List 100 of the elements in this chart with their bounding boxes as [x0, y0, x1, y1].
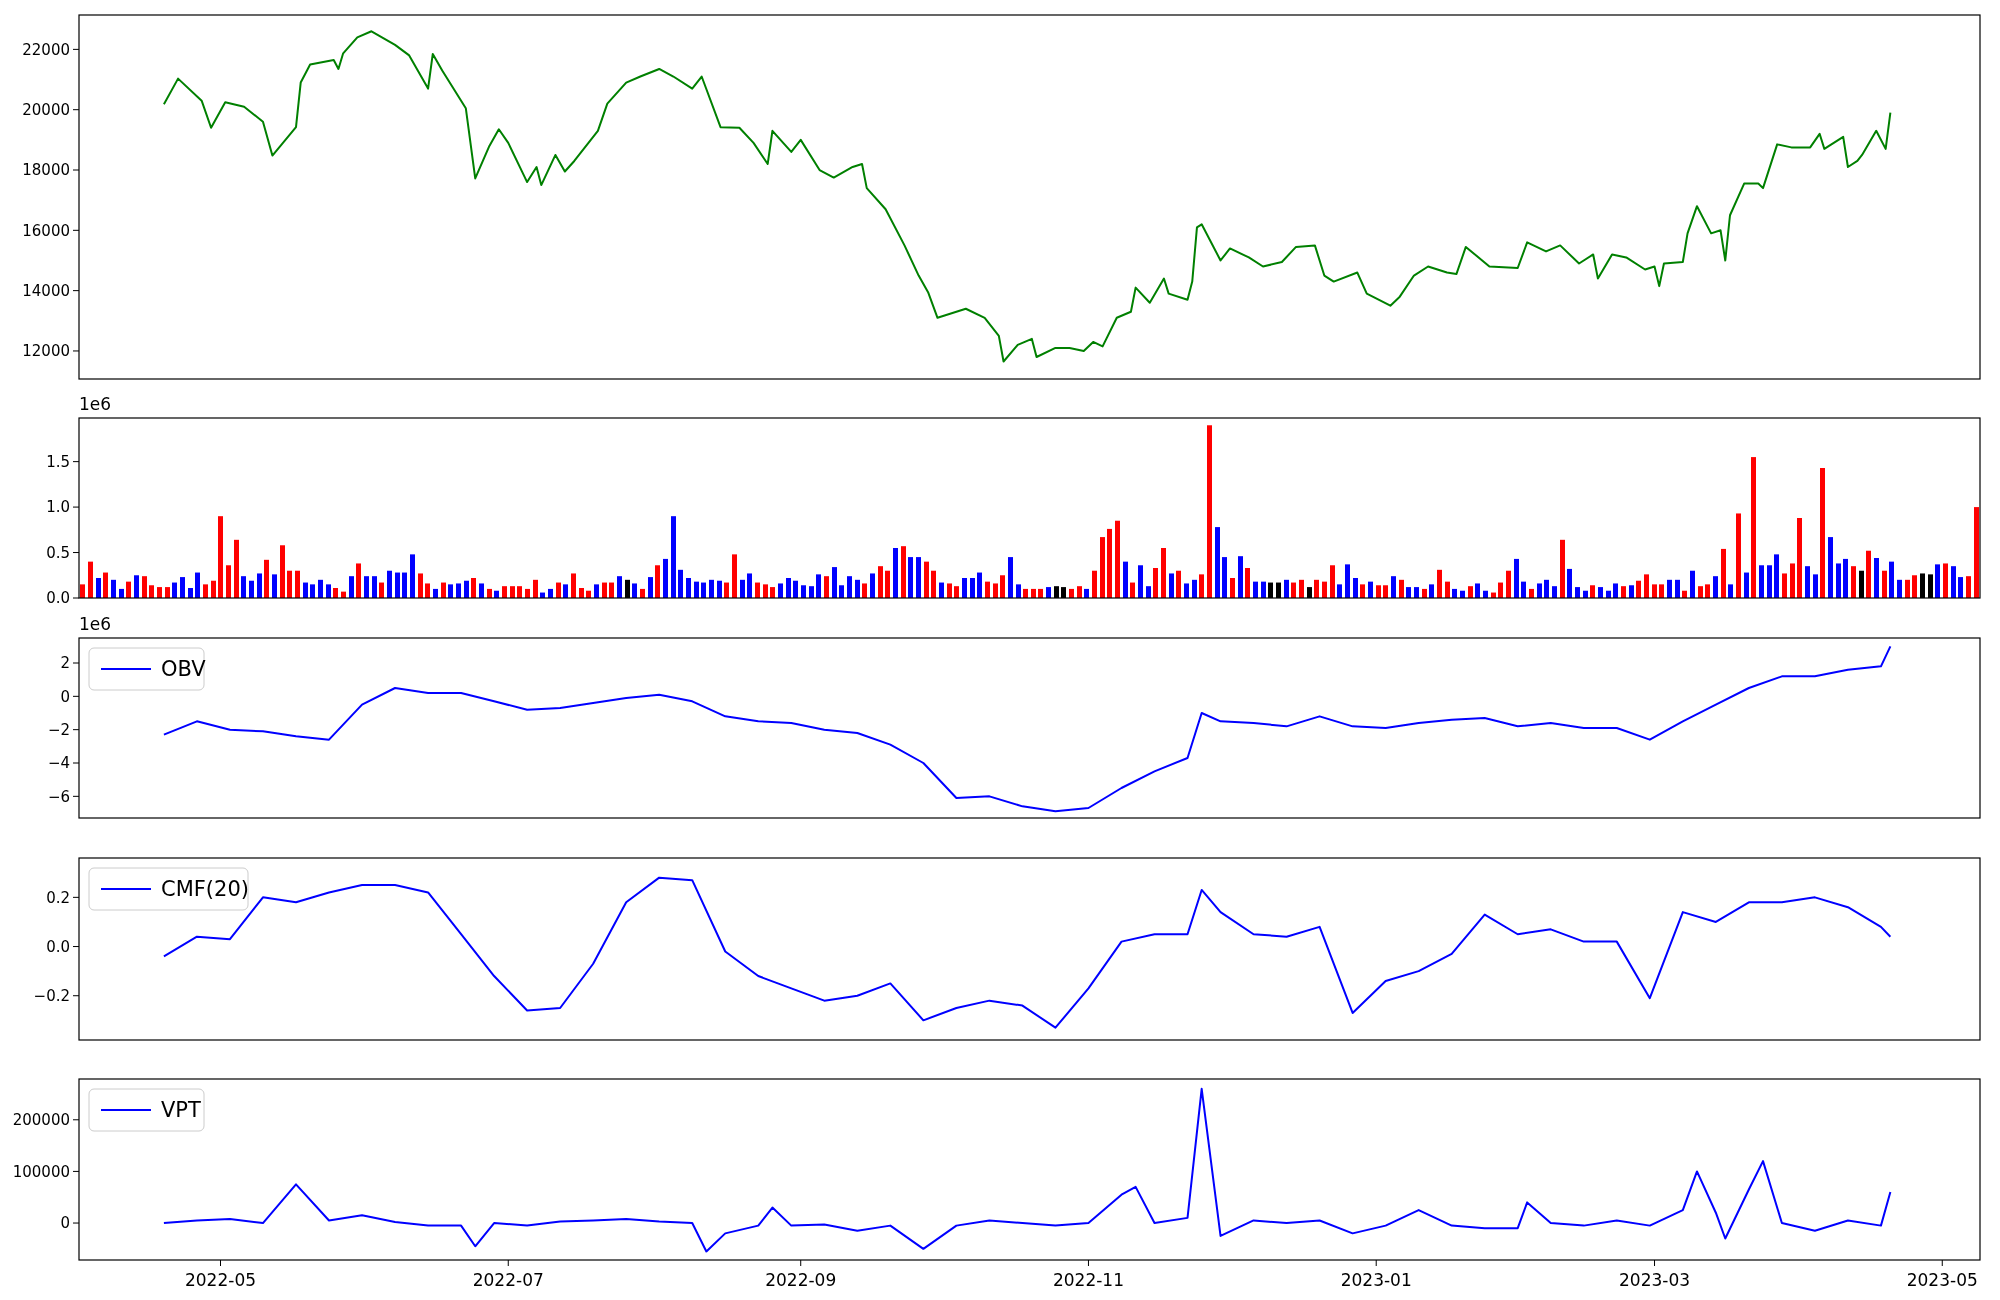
line-series: [162, 876, 1892, 1029]
bar: [1537, 583, 1542, 598]
bar: [993, 583, 998, 598]
bar: [1376, 585, 1381, 598]
bar: [1659, 584, 1664, 598]
bar: [701, 582, 706, 598]
bar: [1759, 565, 1764, 598]
bar: [1291, 582, 1296, 598]
bar: [1951, 566, 1956, 598]
bar: [1874, 558, 1879, 598]
bar: [763, 584, 768, 598]
y-tick-label: −4: [47, 754, 70, 773]
bar: [1598, 587, 1603, 598]
bar: [1215, 527, 1220, 598]
bar: [1889, 561, 1894, 598]
bar: [1514, 558, 1519, 598]
bar: [157, 587, 162, 598]
bar: [1828, 537, 1833, 598]
bar: [1399, 579, 1404, 598]
bar: [1391, 576, 1396, 598]
legend-label: CMF(20): [161, 877, 249, 901]
x-tick-label: 2023-05: [1906, 1270, 1978, 1290]
y-tick-label: 12000: [22, 342, 70, 361]
bar: [103, 572, 108, 598]
bar: [1613, 583, 1618, 598]
bar: [395, 572, 400, 598]
line-series: [162, 645, 1892, 813]
bar: [226, 565, 231, 598]
bar: [1130, 582, 1135, 598]
bar: [617, 576, 622, 598]
bar: [1958, 577, 1963, 598]
bar: [824, 576, 829, 598]
y-tick-label: 0.0: [46, 589, 70, 608]
y-tick-label: 1.5: [46, 452, 70, 471]
bar: [655, 565, 660, 598]
y-tick-label: 1.0: [46, 498, 70, 517]
bar: [1368, 581, 1373, 598]
bar: [1521, 581, 1526, 598]
bar: [1713, 576, 1718, 598]
bar: [1690, 570, 1695, 598]
bar: [855, 579, 860, 598]
bar: [517, 586, 522, 598]
y-tick-label: 16000: [22, 221, 70, 240]
bar: [1621, 586, 1626, 598]
bar: [924, 561, 929, 598]
bar: [257, 573, 262, 598]
bar: [1644, 574, 1649, 598]
bar: [1100, 537, 1105, 598]
y-tick-label: −0.2: [33, 986, 70, 1005]
bar: [1897, 579, 1902, 598]
bar: [563, 584, 568, 598]
bar: [387, 570, 392, 598]
bar: [709, 579, 714, 598]
y-tick-label: 18000: [22, 161, 70, 180]
bar: [241, 576, 246, 598]
bar: [1652, 584, 1657, 598]
bar: [901, 546, 906, 598]
bar: [1544, 579, 1549, 598]
x-tick-label: 2022-11: [1052, 1270, 1124, 1290]
bar: [1675, 579, 1680, 598]
bar: [970, 578, 975, 598]
bar: [1207, 425, 1212, 598]
bar: [234, 539, 239, 598]
bar: [1330, 565, 1335, 598]
bar: [1813, 574, 1818, 598]
x-tick-label: 2022-09: [765, 1270, 837, 1290]
bar: [425, 583, 430, 598]
bar: [786, 578, 791, 598]
x-tick-label: 2023-03: [1619, 1270, 1691, 1290]
bar: [1943, 563, 1948, 598]
bar: [1836, 563, 1841, 598]
bar: [977, 572, 982, 598]
bar: [1912, 575, 1917, 598]
bar: [1238, 556, 1243, 598]
bar: [717, 580, 722, 598]
bar: [1161, 548, 1166, 598]
bar: [1966, 576, 1971, 598]
bar: [1744, 572, 1749, 598]
bar: [663, 558, 668, 598]
bar: [280, 545, 285, 598]
bar: [134, 575, 139, 598]
bar: [1299, 579, 1304, 598]
bar: [878, 566, 883, 598]
bar: [931, 570, 936, 598]
bar: [694, 581, 699, 598]
bar: [356, 563, 361, 598]
bar: [1437, 569, 1442, 598]
bar: [1138, 565, 1143, 598]
bar: [1667, 579, 1672, 598]
y-tick-label: 100000: [12, 1162, 70, 1181]
bar: [142, 576, 147, 598]
bar: [1790, 563, 1795, 598]
bar: [1253, 581, 1258, 598]
bar: [609, 582, 614, 598]
bar: [778, 583, 783, 598]
bar: [1230, 578, 1235, 598]
bar: [188, 588, 193, 598]
bar: [364, 576, 369, 598]
bar: [1782, 573, 1787, 598]
bar: [410, 554, 415, 598]
